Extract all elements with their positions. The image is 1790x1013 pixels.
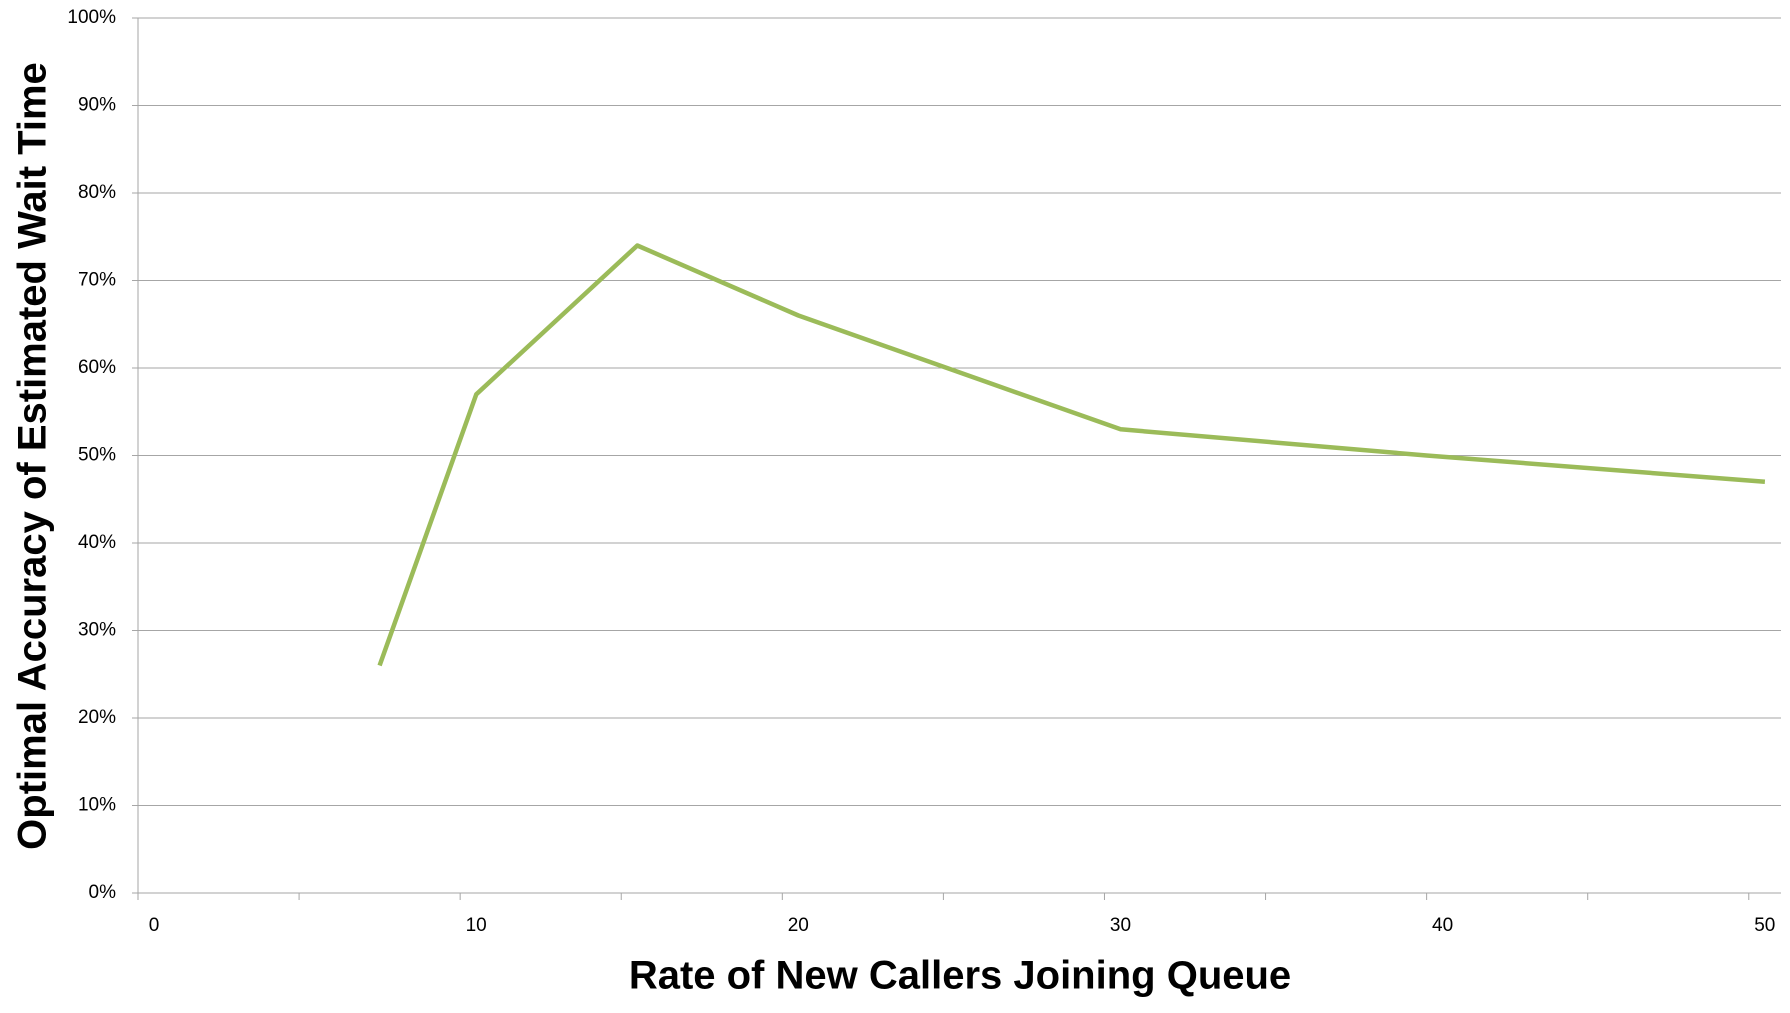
y-tick-label: 80% <box>78 182 116 203</box>
x-tick-label: 0 <box>149 915 160 936</box>
y-tick-label: 60% <box>78 357 116 378</box>
y-tick-label: 30% <box>78 620 116 641</box>
y-tick-label: 20% <box>78 707 116 728</box>
y-tick-label: 40% <box>78 532 116 553</box>
x-tick-label: 20 <box>788 915 809 936</box>
y-tick-label: 100% <box>67 7 116 28</box>
y-tick-label: 90% <box>78 95 116 116</box>
x-tick-label: 50 <box>1754 915 1775 936</box>
x-tick-label: 40 <box>1432 915 1453 936</box>
y-tick-label: 10% <box>78 795 116 816</box>
y-tick-label: 0% <box>89 882 117 903</box>
x-tick-label: 10 <box>466 915 487 936</box>
x-tick-label: 30 <box>1110 915 1131 936</box>
y-axis-title: Optimal Accuracy of Estimated Wait Time <box>11 62 55 850</box>
x-axis-title: Rate of New Callers Joining Queue <box>629 954 1291 998</box>
y-tick-label: 70% <box>78 270 116 291</box>
data-line <box>377 243 1766 667</box>
y-tick-label: 50% <box>78 445 116 466</box>
